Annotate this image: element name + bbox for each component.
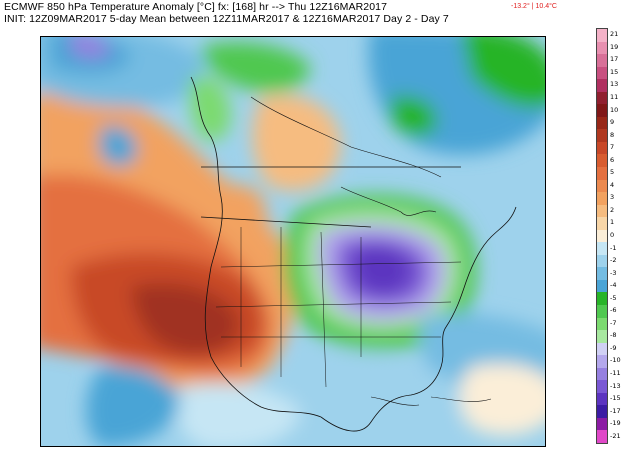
colorbar-swatch [597, 380, 607, 394]
colorbar-swatch [597, 405, 607, 419]
colorbar-swatch [597, 342, 607, 356]
colorbar-tick-label: 15 [610, 67, 619, 76]
map-subtitle: INIT: 12Z09MAR2017 5-day Mean between 12… [4, 13, 449, 25]
min-value: -13.2° [511, 3, 530, 10]
state-lines [240, 227, 362, 388]
coastlines [190, 76, 517, 432]
colorbar-swatch [597, 330, 607, 344]
colorbar-swatch [597, 242, 607, 256]
colorbar-tick-label: 3 [610, 193, 615, 202]
colorbar-swatch [597, 204, 607, 218]
caribbean-islands [370, 396, 492, 406]
colorbar-swatch [597, 279, 607, 293]
colorbar-swatch [597, 392, 607, 406]
colorbar-swatch [597, 54, 607, 68]
map-title: ECMWF 850 hPa Temperature Anomaly [°C] f… [4, 1, 388, 13]
colorbar-tick-label: -3 [610, 268, 617, 277]
colorbar-tick-label: 4 [610, 180, 615, 189]
colorbar-swatch [597, 355, 607, 369]
colorbar-tick-label: 9 [610, 118, 615, 127]
colorbar-swatch [597, 217, 607, 231]
colorbar-tick-label: 7 [610, 143, 615, 152]
colorbar-tick-label: -21 [610, 431, 621, 440]
colorbar-swatch [597, 229, 607, 243]
colorbar-swatch [597, 317, 607, 331]
colorbar-tick-label: 10 [610, 105, 619, 114]
colorbar-tick-label: -17 [610, 406, 621, 415]
colorbar-swatch [597, 254, 607, 268]
colorbar-swatch [597, 29, 607, 43]
colorbar-tick-label: -19 [610, 419, 621, 428]
colorbar-swatch [597, 104, 607, 118]
anomaly-field [41, 37, 545, 446]
colorbar-swatch [597, 267, 607, 281]
hudson-bay [340, 186, 437, 216]
atlantic-coast [320, 206, 517, 432]
anomaly-blobs [41, 37, 545, 446]
colorbar [596, 28, 608, 444]
colorbar-swatch [597, 116, 607, 130]
colorbar-tick-label: 1 [610, 218, 615, 227]
colorbar-swatch [597, 129, 607, 143]
colorbar-tick-label: -10 [610, 356, 621, 365]
colorbar-tick-label: 8 [610, 130, 615, 139]
colorbar-swatch [597, 91, 607, 105]
colorbar-tick-label: -4 [610, 281, 617, 290]
colorbar-tick-label: 21 [610, 30, 619, 39]
colorbar-swatch [597, 192, 607, 206]
arctic-coast [250, 96, 442, 178]
colorbar-tick-label: -7 [610, 318, 617, 327]
colorbar-swatch [597, 167, 607, 181]
colorbar-swatch [597, 141, 607, 155]
border-49n [200, 216, 372, 228]
colorbar-tick-label: -5 [610, 293, 617, 302]
colorbar-tick-label: -1 [610, 243, 617, 252]
colorbar-tick-label: 2 [610, 205, 615, 214]
colorbar-swatch [597, 305, 607, 319]
colorbar-swatch [597, 417, 607, 431]
colorbar-tick-label: 13 [610, 80, 619, 89]
colorbar-tick-label: 19 [610, 42, 619, 51]
min-max-readout: -13.2° | 10.4°C [511, 3, 557, 10]
anomaly-map [40, 36, 546, 447]
state-lines-horizontal [215, 261, 462, 338]
colorbar-swatch [597, 367, 607, 381]
colorbar-tick-label: 5 [610, 168, 615, 177]
colorbar-swatch [597, 292, 607, 306]
pacific-coast [190, 76, 322, 418]
colorbar-tick-label: -11 [610, 369, 621, 377]
colorbar-tick-label: -2 [610, 256, 617, 265]
colorbar-swatch [597, 154, 607, 168]
colorbar-swatch [597, 430, 607, 444]
colorbar-tick-label: -13 [610, 381, 621, 390]
colorbar-tick-label: -8 [610, 331, 617, 340]
colorbar-tick-label: 11 [610, 93, 619, 101]
max-value: 10.4°C [535, 3, 557, 10]
colorbar-swatch [597, 79, 607, 93]
colorbar-tick-label: -9 [610, 343, 617, 352]
colorbar-tick-label: -15 [610, 394, 621, 403]
colorbar-swatch [597, 66, 607, 80]
colorbar-swatch [597, 179, 607, 193]
colorbar-swatch [597, 41, 607, 55]
colorbar-tick-label: 0 [610, 231, 615, 239]
colorbar-tick-label: -6 [610, 306, 617, 315]
colorbar-tick-label: 6 [610, 155, 615, 164]
colorbar-tick-label: 17 [610, 55, 619, 64]
